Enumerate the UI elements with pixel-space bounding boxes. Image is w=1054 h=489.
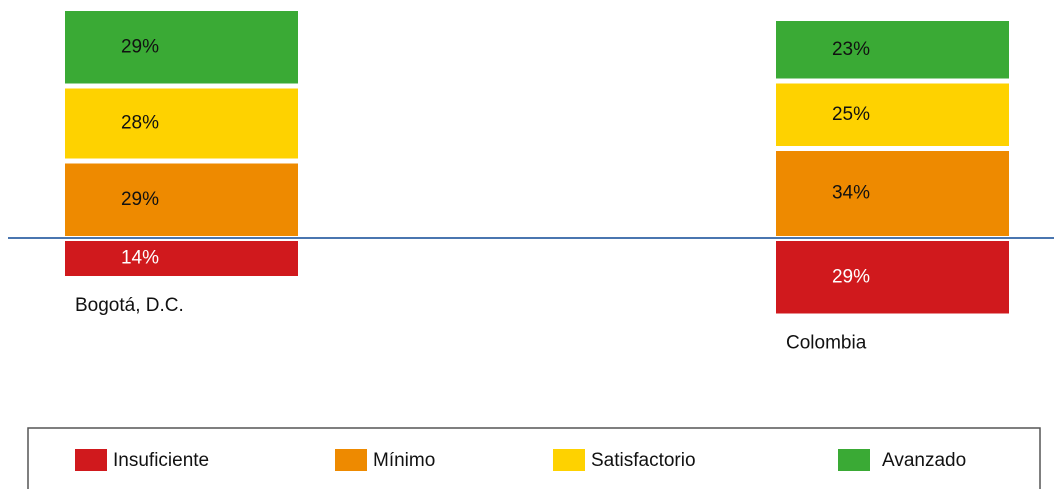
legend-swatch bbox=[75, 449, 107, 471]
legend-swatch bbox=[838, 449, 870, 471]
bar-segment bbox=[65, 241, 298, 276]
bar-segment bbox=[776, 83, 1009, 146]
bar-segment bbox=[776, 151, 1009, 236]
value-label: 28% bbox=[121, 113, 159, 134]
bar-segment bbox=[65, 163, 298, 236]
bar-segment bbox=[776, 241, 1009, 314]
legend-label: Insuficiente bbox=[113, 450, 209, 471]
legend-swatch bbox=[553, 449, 585, 471]
legend-box bbox=[27, 427, 1041, 489]
category-label: Bogotá, D.C. bbox=[75, 295, 184, 316]
value-label: 29% bbox=[121, 36, 159, 57]
legend-label: Avanzado bbox=[882, 450, 966, 471]
value-label: 14% bbox=[121, 248, 159, 269]
value-label: 23% bbox=[832, 39, 870, 60]
bar-segment bbox=[776, 21, 1009, 79]
value-label: 25% bbox=[832, 104, 870, 125]
category-label: Colombia bbox=[786, 333, 867, 354]
value-label: 29% bbox=[121, 189, 159, 210]
legend-swatch bbox=[335, 449, 367, 471]
value-label: 34% bbox=[832, 183, 870, 204]
legend-label: Satisfactorio bbox=[591, 450, 696, 471]
bar-segment bbox=[65, 88, 298, 159]
legend-label: Mínimo bbox=[373, 450, 435, 471]
value-label: 29% bbox=[832, 266, 870, 287]
bar-segment bbox=[65, 11, 298, 84]
